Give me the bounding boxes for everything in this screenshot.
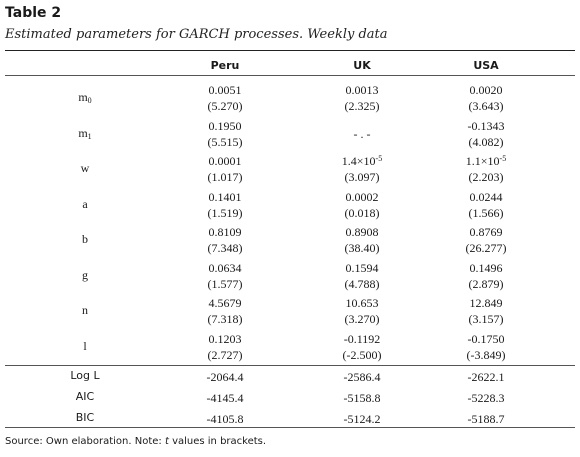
row-label: g — [82, 267, 88, 282]
table-cell: -5228.3 — [467, 391, 505, 405]
row-label: m1 — [78, 125, 92, 141]
row-label: l — [83, 338, 87, 353]
table-cell: -2586.4 — [343, 370, 381, 384]
table-cell: 0.1496 (2.879) — [468, 260, 504, 291]
row-label: a — [82, 196, 88, 211]
table-cell: 0.8769 (26.277) — [465, 225, 507, 255]
table-cell: 0.0051 (5.270) — [207, 83, 243, 113]
table-cell: 0.0020 (3.643) — [468, 83, 504, 113]
column-header-usa: USA — [473, 59, 499, 72]
table-cell: - . - — [353, 126, 371, 141]
table-cell: -4145.4 — [206, 391, 244, 405]
source-note: Source: Own elaboration. Note: t values … — [5, 436, 267, 447]
table-cell: 0.1950 (5.515) — [207, 118, 243, 149]
table-cell: -0.1750 (-3.849) — [466, 331, 506, 362]
row-label: b — [82, 232, 88, 246]
bottom-rule — [5, 427, 575, 428]
stats-rule — [5, 365, 575, 366]
stat-label: BIC — [75, 411, 95, 424]
row-label: m0 — [78, 90, 92, 105]
table-caption: Estimated parameters for GARCH processes… — [5, 27, 388, 42]
table-cell: -5158.8 — [343, 391, 381, 405]
table-cell: 0.8109 (7.348) — [207, 225, 243, 255]
top-rule — [5, 50, 575, 51]
table-cell: 0.8908 (38.40) — [344, 225, 380, 255]
stat-label: Log L — [70, 369, 100, 382]
table-cell: -2622.1 — [467, 370, 505, 384]
table-cell: 0.0244 (1.566) — [468, 189, 504, 220]
table-cell: 4.5679 (7.318) — [207, 296, 243, 326]
table-cell: 12.849 (3.157) — [468, 296, 504, 326]
stat-label: AIC — [75, 390, 95, 403]
table-cell: 0.0013 (2.325) — [344, 83, 380, 113]
table-cell: 1.1×10-5 (2.203) — [465, 154, 507, 184]
table-cell: 0.0634 (1.577) — [207, 260, 243, 291]
table-cell: 0.0002 (0.018) — [344, 189, 380, 220]
header-rule — [5, 75, 575, 76]
row-label: w — [80, 161, 90, 175]
table-cell: -5124.2 — [343, 412, 381, 426]
row-label: n — [82, 303, 88, 317]
table-cell: 0.1203 (2.727) — [207, 331, 243, 362]
table-cell: 0.0001 (1.017) — [207, 154, 243, 184]
table-title: Table 2 — [5, 5, 62, 21]
table-cell: 0.1401 (1.519) — [207, 189, 243, 220]
table-cell: -5188.7 — [467, 412, 505, 426]
table-cell: 0.1594 (4.788) — [344, 260, 380, 291]
table-cell: 1.4×10-5 (3.097) — [341, 154, 383, 184]
column-header-uk: UK — [353, 59, 371, 72]
column-header-peru: Peru — [210, 59, 240, 72]
table-cell: -0.1343 (4.082) — [467, 118, 505, 149]
table-cell: -4105.8 — [206, 412, 244, 426]
table-cell: -0.1192 (-2.500) — [342, 331, 382, 362]
table-cell: 10.653 (3.270) — [344, 296, 380, 326]
table-cell: -2064.4 — [206, 370, 244, 384]
